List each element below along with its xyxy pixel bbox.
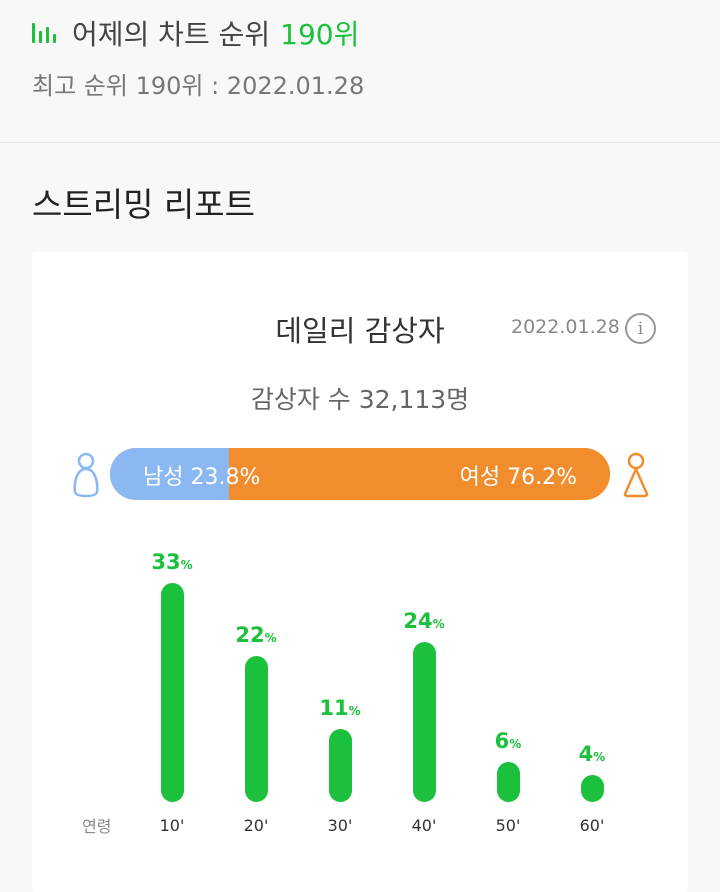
rank-value: 190위: [280, 18, 360, 51]
age-tick-label: 30': [327, 816, 353, 835]
info-icon[interactable]: i: [625, 313, 656, 344]
card-title: 데일리 감상자: [275, 314, 445, 348]
age-bar-value-label: 4%: [578, 742, 606, 767]
daily-listeners-card: [32, 252, 688, 892]
listener-count: 감상자 수 32,113명: [250, 385, 470, 414]
age-bar: [412, 642, 436, 802]
chart-rank-panel: 어제의 차트 순위 190위 최고 순위 190위 : 2022.01.28: [0, 0, 720, 143]
best-rank: 최고 순위 190위 : 2022.01.28: [32, 72, 365, 100]
age-tick-label: 20': [243, 816, 269, 835]
gender-ratio-bar: [110, 448, 610, 500]
yesterday-rank: 어제의 차트 순위 190위: [32, 12, 359, 54]
age-tick-label: 10': [159, 816, 185, 835]
age-tick-label: 50': [495, 816, 521, 835]
age-bar-value-label: 6%: [494, 729, 522, 754]
age-bar: [328, 728, 352, 802]
age-bar-value-label: 22%: [235, 622, 277, 647]
age-bar-value-label: 33%: [151, 549, 193, 574]
card-date: 2022.01.28: [511, 316, 620, 338]
female-segment: [229, 448, 610, 500]
age-bar: [580, 775, 604, 802]
age-bar: [244, 655, 268, 802]
age-axis-label: 연령: [82, 817, 112, 836]
male-segment: [110, 448, 229, 500]
section-title: 스트리밍 리포트: [32, 185, 256, 224]
female-label: 여성 76.2%: [459, 465, 577, 490]
age-bar-value-label: 24%: [403, 609, 445, 634]
male-label: 남성 23.8%: [143, 465, 261, 490]
age-bar: [160, 582, 184, 802]
chart-bars-icon: [32, 23, 58, 43]
age-bar-value-label: 11%: [319, 695, 361, 720]
age-tick-label: 60': [579, 816, 605, 835]
age-tick-label: 40': [411, 816, 437, 835]
male-person-icon: [73, 452, 99, 498]
female-person-icon: [623, 452, 649, 498]
age-bar: [496, 762, 520, 802]
rank-prefix: 어제의 차트 순위: [72, 18, 271, 51]
